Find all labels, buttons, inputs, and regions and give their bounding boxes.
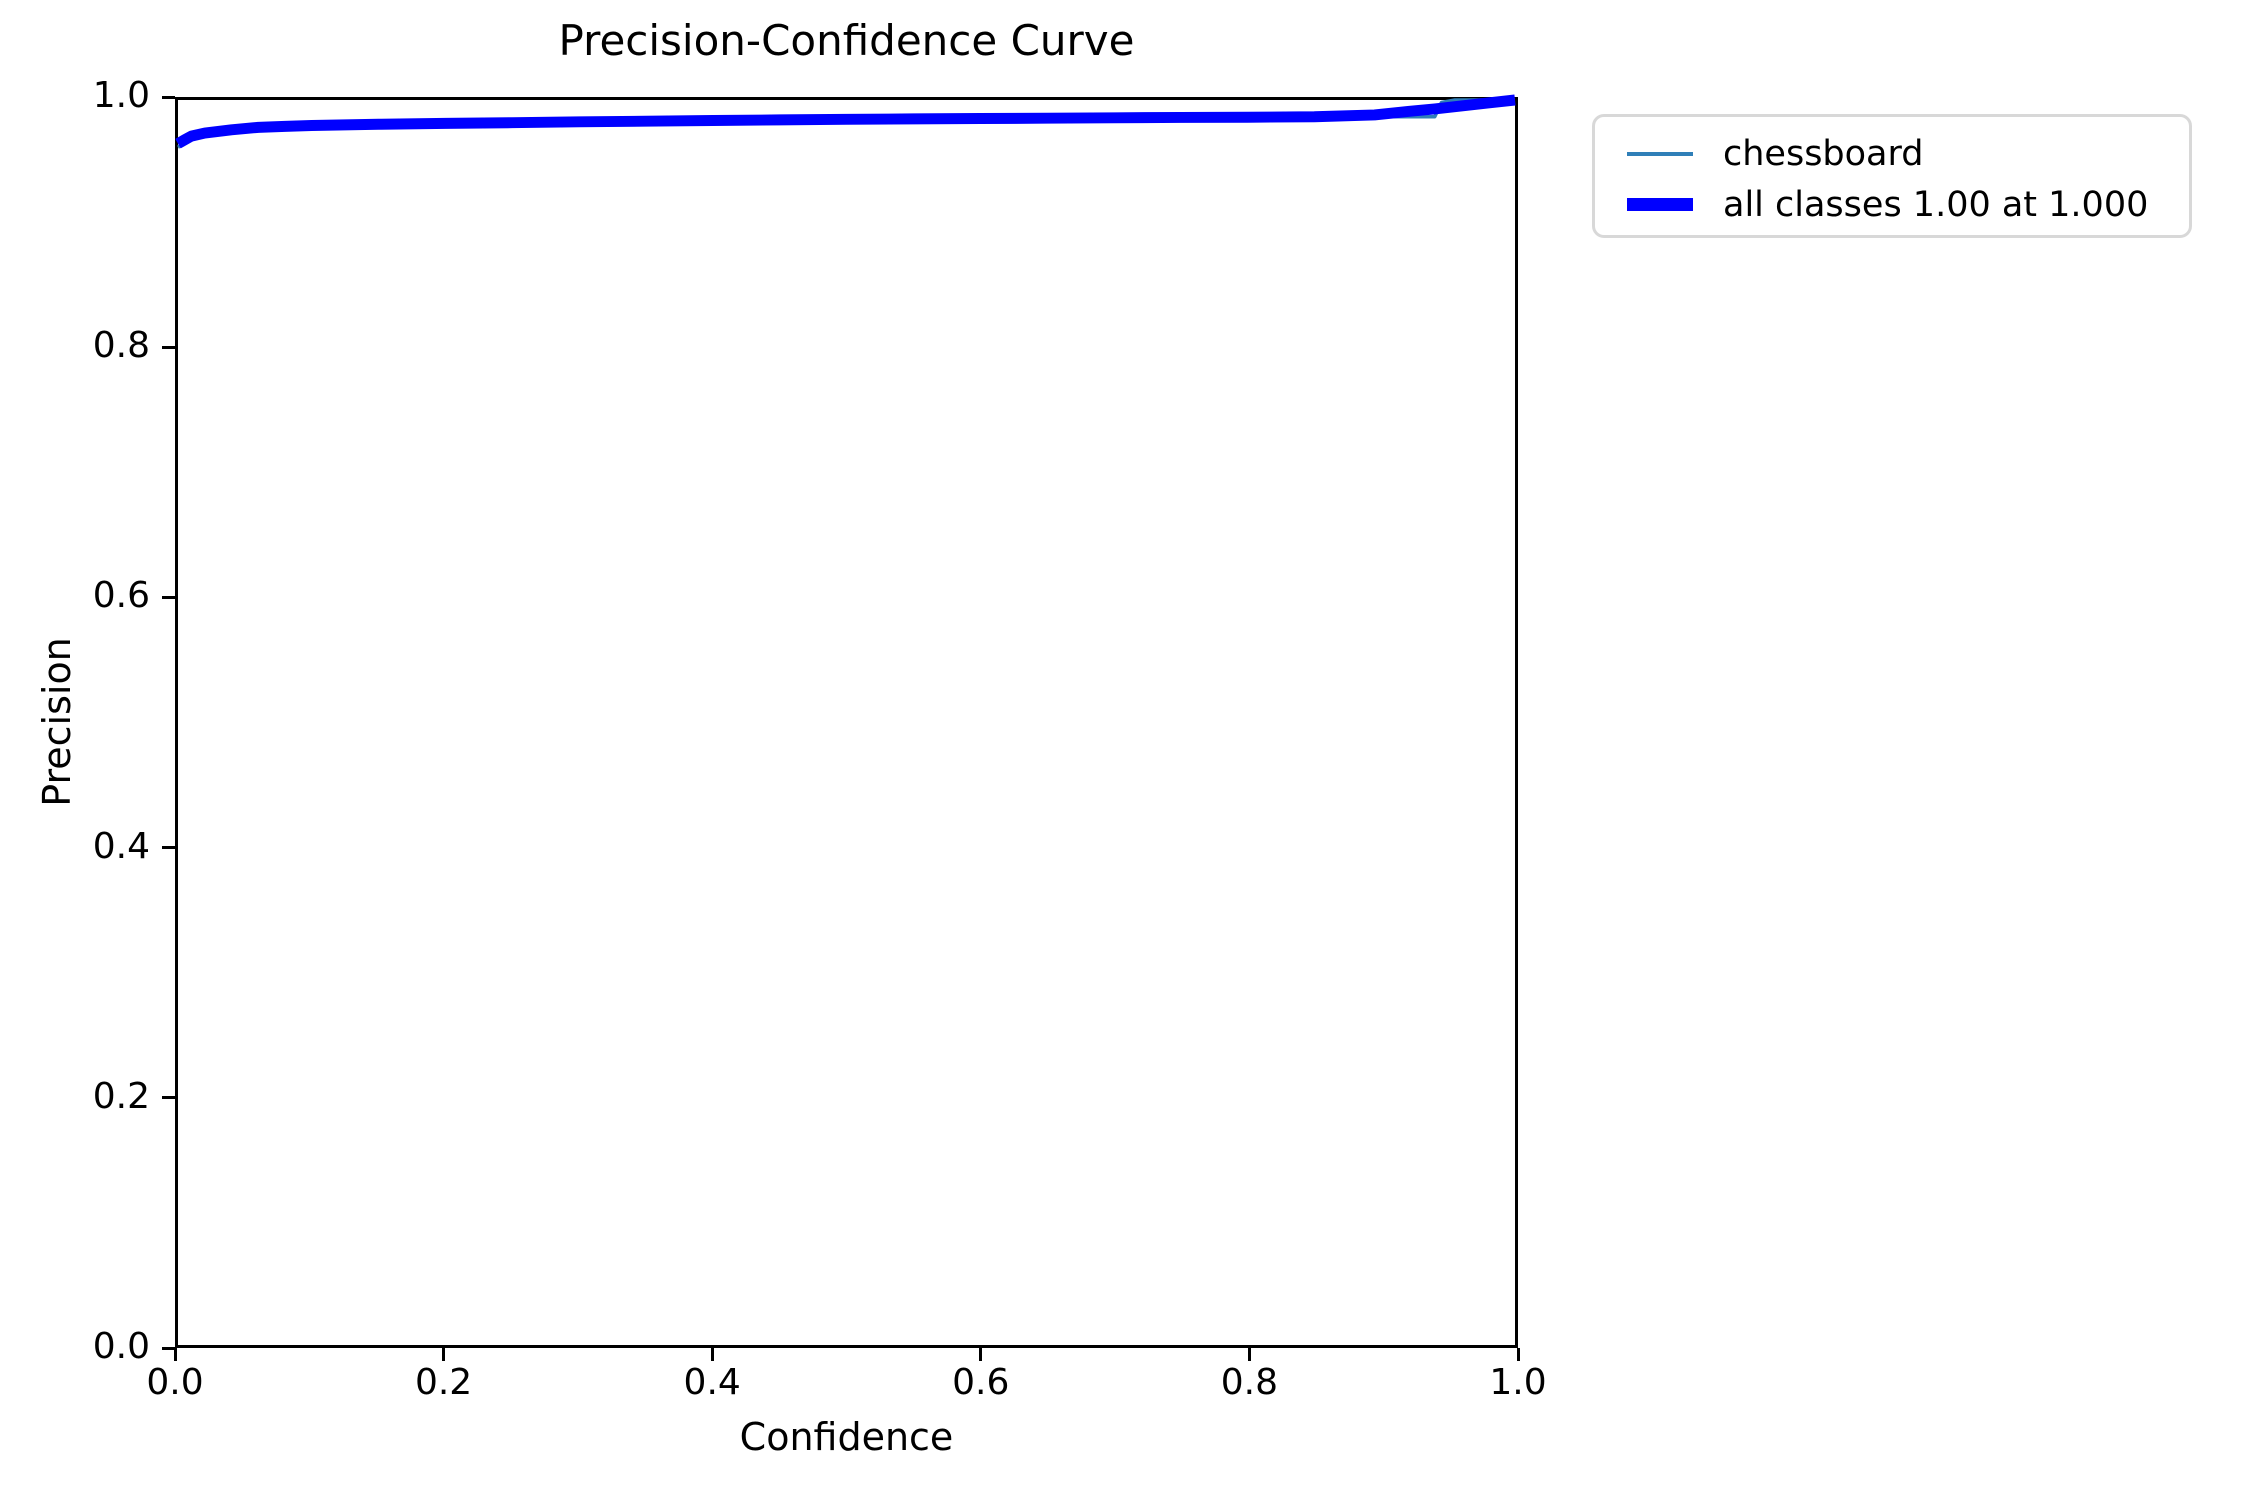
y-tick-mark — [162, 95, 175, 99]
y-tick-mark — [162, 846, 175, 850]
legend-line-swatch — [1627, 151, 1693, 156]
legend-item: chessboard — [1595, 128, 2189, 179]
y-tick-label: 0.2 — [92, 1075, 150, 1117]
y-tick-mark — [162, 595, 175, 599]
chart-title: Precision-Confidence Curve — [558, 16, 1135, 65]
y-tick-label: 1.0 — [92, 75, 150, 116]
legend-swatch-wrap — [1627, 151, 1693, 156]
y-tick-mark — [162, 1346, 175, 1350]
x-tick-mark — [173, 1348, 177, 1361]
series-line-all — [175, 94, 1516, 149]
x-tick-mark — [442, 1348, 446, 1361]
y-tick-label: 0.6 — [92, 575, 150, 617]
y-axis-label: Precision — [35, 637, 79, 807]
legend-label: all classes 1.00 at 1.000 — [1723, 184, 2149, 225]
legend-label: chessboard — [1723, 133, 1924, 174]
x-tick-label: 0.2 — [414, 1362, 473, 1403]
x-tick-label: 1.0 — [1489, 1362, 1547, 1403]
x-tick-mark — [1247, 1348, 1251, 1361]
plot-area — [175, 94, 1518, 1348]
y-tick-mark — [162, 345, 175, 349]
legend: chessboard all classes 1.00 at 1.000 — [1592, 114, 2192, 238]
x-tick-mark — [710, 1348, 714, 1361]
legend-swatch-wrap — [1627, 198, 1693, 211]
curve-canvas — [175, 94, 1516, 149]
x-tick-mark — [979, 1348, 983, 1361]
x-tick-label: 0.0 — [146, 1362, 204, 1403]
x-axis-label: Confidence — [739, 1415, 954, 1459]
y-tick-label: 0.0 — [92, 1326, 150, 1367]
x-tick-mark — [1516, 1348, 1520, 1361]
x-tick-label: 0.4 — [683, 1362, 741, 1403]
x-tick-label: 0.6 — [952, 1362, 1010, 1403]
x-tick-label: 0.8 — [1220, 1362, 1279, 1403]
legend-line-swatch — [1627, 198, 1693, 211]
y-tick-label: 0.4 — [92, 825, 150, 867]
y-tick-label: 0.8 — [92, 325, 150, 367]
y-tick-mark — [162, 1096, 175, 1100]
legend-item: all classes 1.00 at 1.000 — [1595, 179, 2189, 230]
